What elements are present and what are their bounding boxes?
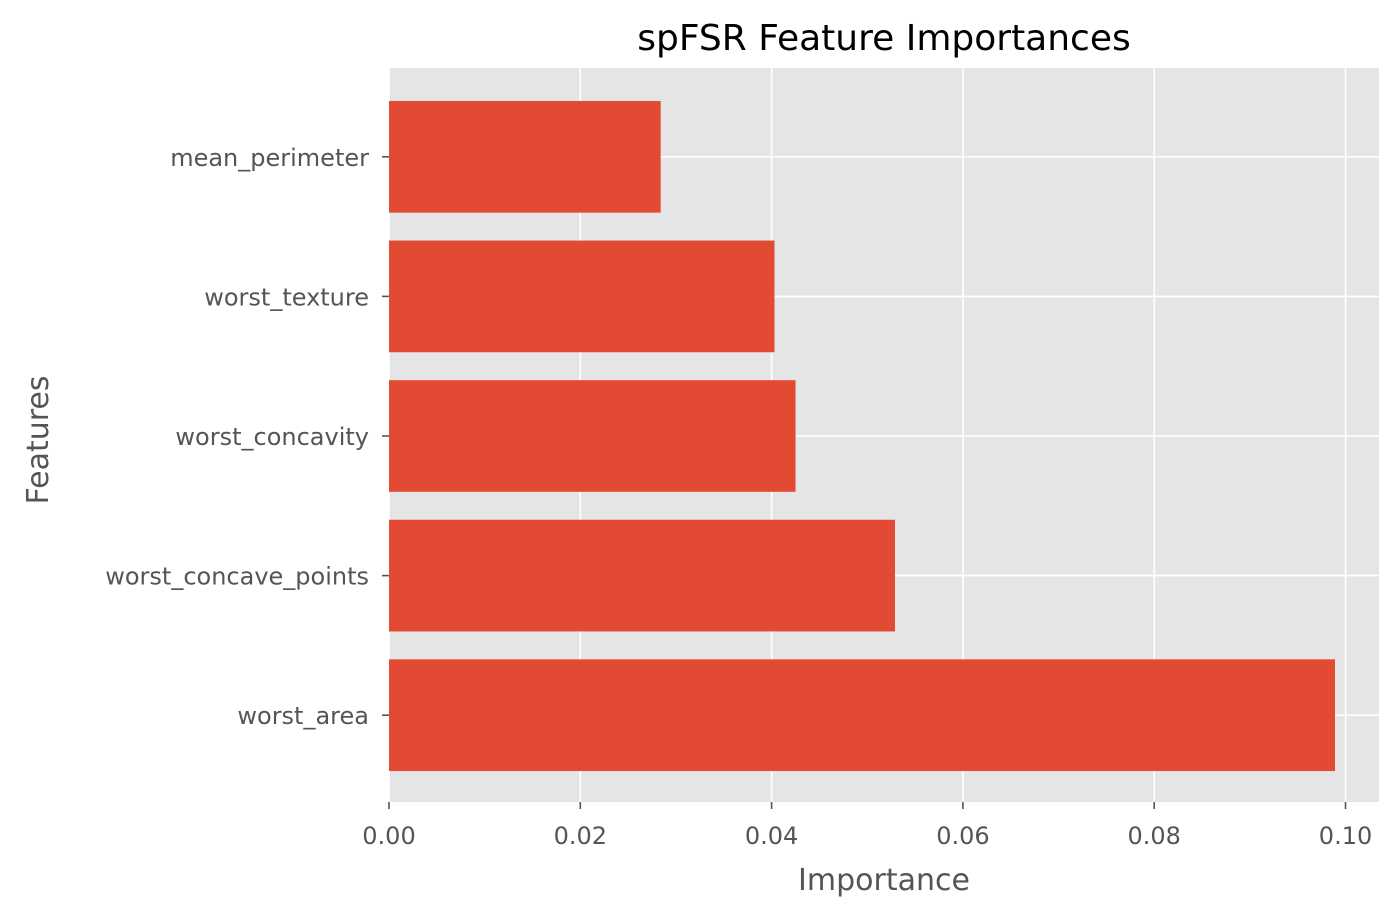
- x-axis-label: Importance: [798, 863, 970, 898]
- chart-title: spFSR Feature Importances: [637, 18, 1131, 59]
- x-tick-label: 0.08: [1127, 822, 1180, 850]
- x-tick-label: 0.00: [362, 822, 415, 850]
- bar-worst-texture: [389, 240, 775, 353]
- x-tick-label: 0.06: [936, 822, 989, 850]
- bar-worst-area: [389, 659, 1335, 772]
- x-tick-label: 0.02: [554, 822, 607, 850]
- bar-worst-concave-points: [389, 519, 895, 632]
- y-tick-label: mean_perimeter: [170, 144, 369, 172]
- y-tick-label: worst_concave_points: [105, 563, 369, 591]
- y-tick-label: worst_area: [237, 702, 369, 730]
- x-tick-label: 0.10: [1319, 822, 1372, 850]
- bar-mean-perimeter: [389, 100, 661, 213]
- x-axis-ticks: 0.00 0.02 0.04 0.06 0.08 0.10: [362, 802, 1372, 850]
- y-tick-label: worst_concavity: [175, 423, 369, 451]
- bar-worst-concavity: [389, 380, 796, 492]
- bars: [389, 100, 1335, 772]
- y-axis-ticks: worst_area worst_concave_points worst_conc…: [105, 144, 389, 730]
- x-tick-label: 0.04: [745, 822, 798, 850]
- y-tick-label: worst_texture: [204, 283, 369, 311]
- y-axis-label: Features: [21, 376, 56, 505]
